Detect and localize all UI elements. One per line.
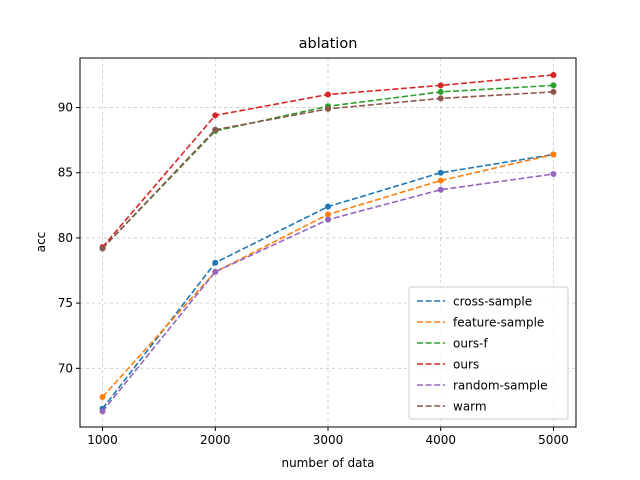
data-point — [437, 88, 444, 95]
data-point — [437, 95, 444, 102]
series-random-sample — [99, 171, 557, 415]
x-axis-ticks: 1000 2000 3000 4000 5000 — [87, 427, 569, 447]
x-tick-label: 3000 — [313, 433, 344, 447]
data-point — [550, 82, 557, 89]
y-tick-label: 70 — [58, 361, 73, 375]
y-tick-label: 75 — [58, 296, 73, 310]
data-point — [325, 91, 331, 98]
data-point — [212, 259, 219, 266]
data-point — [437, 177, 444, 184]
data-point — [325, 105, 331, 112]
data-point — [437, 186, 444, 193]
legend-label: cross-sample — [453, 295, 532, 309]
chart-title: ablation — [299, 36, 358, 52]
legend-label: ours — [453, 358, 479, 372]
data-point — [437, 169, 444, 176]
data-point — [325, 216, 331, 223]
x-tick-label: 1000 — [87, 433, 118, 447]
data-point — [99, 245, 106, 252]
legend-item: random-sample — [417, 379, 548, 393]
data-point — [550, 151, 557, 158]
x-axis-label: number of data — [281, 456, 374, 470]
legend-item: ours-f — [417, 337, 488, 351]
y-axis-label: acc — [34, 232, 48, 253]
x-tick-label: 5000 — [538, 433, 569, 447]
data-point — [325, 203, 331, 210]
legend-label: warm — [453, 400, 487, 414]
data-point — [212, 268, 219, 275]
x-tick-label: 4000 — [425, 433, 456, 447]
data-point — [550, 171, 557, 178]
data-point — [212, 112, 219, 119]
plot-series — [99, 71, 557, 415]
legend-label: feature-sample — [453, 316, 544, 330]
legend-item: ours — [417, 358, 479, 372]
data-point — [437, 82, 444, 89]
y-tick-label: 80 — [58, 231, 73, 245]
data-point — [550, 71, 557, 78]
y-tick-label: 90 — [58, 101, 73, 115]
data-point — [99, 394, 106, 401]
x-tick-label: 2000 — [200, 433, 231, 447]
data-point — [212, 126, 219, 133]
series-warm — [99, 88, 557, 252]
data-point — [550, 88, 557, 95]
legend-label: ours-f — [453, 337, 488, 351]
legend-label: random-sample — [453, 379, 548, 393]
legend: cross-sample feature-sample ours-f ours rand… — [408, 286, 569, 420]
data-point — [99, 408, 106, 415]
y-axis-ticks: 70 75 80 85 90 — [58, 101, 80, 375]
data-point — [325, 211, 331, 218]
legend-box — [408, 286, 569, 420]
legend-item: warm — [417, 400, 487, 414]
legend-item: feature-sample — [417, 316, 544, 330]
y-tick-label: 85 — [58, 166, 73, 180]
series-ours — [99, 71, 557, 251]
legend-item: cross-sample — [417, 295, 532, 309]
